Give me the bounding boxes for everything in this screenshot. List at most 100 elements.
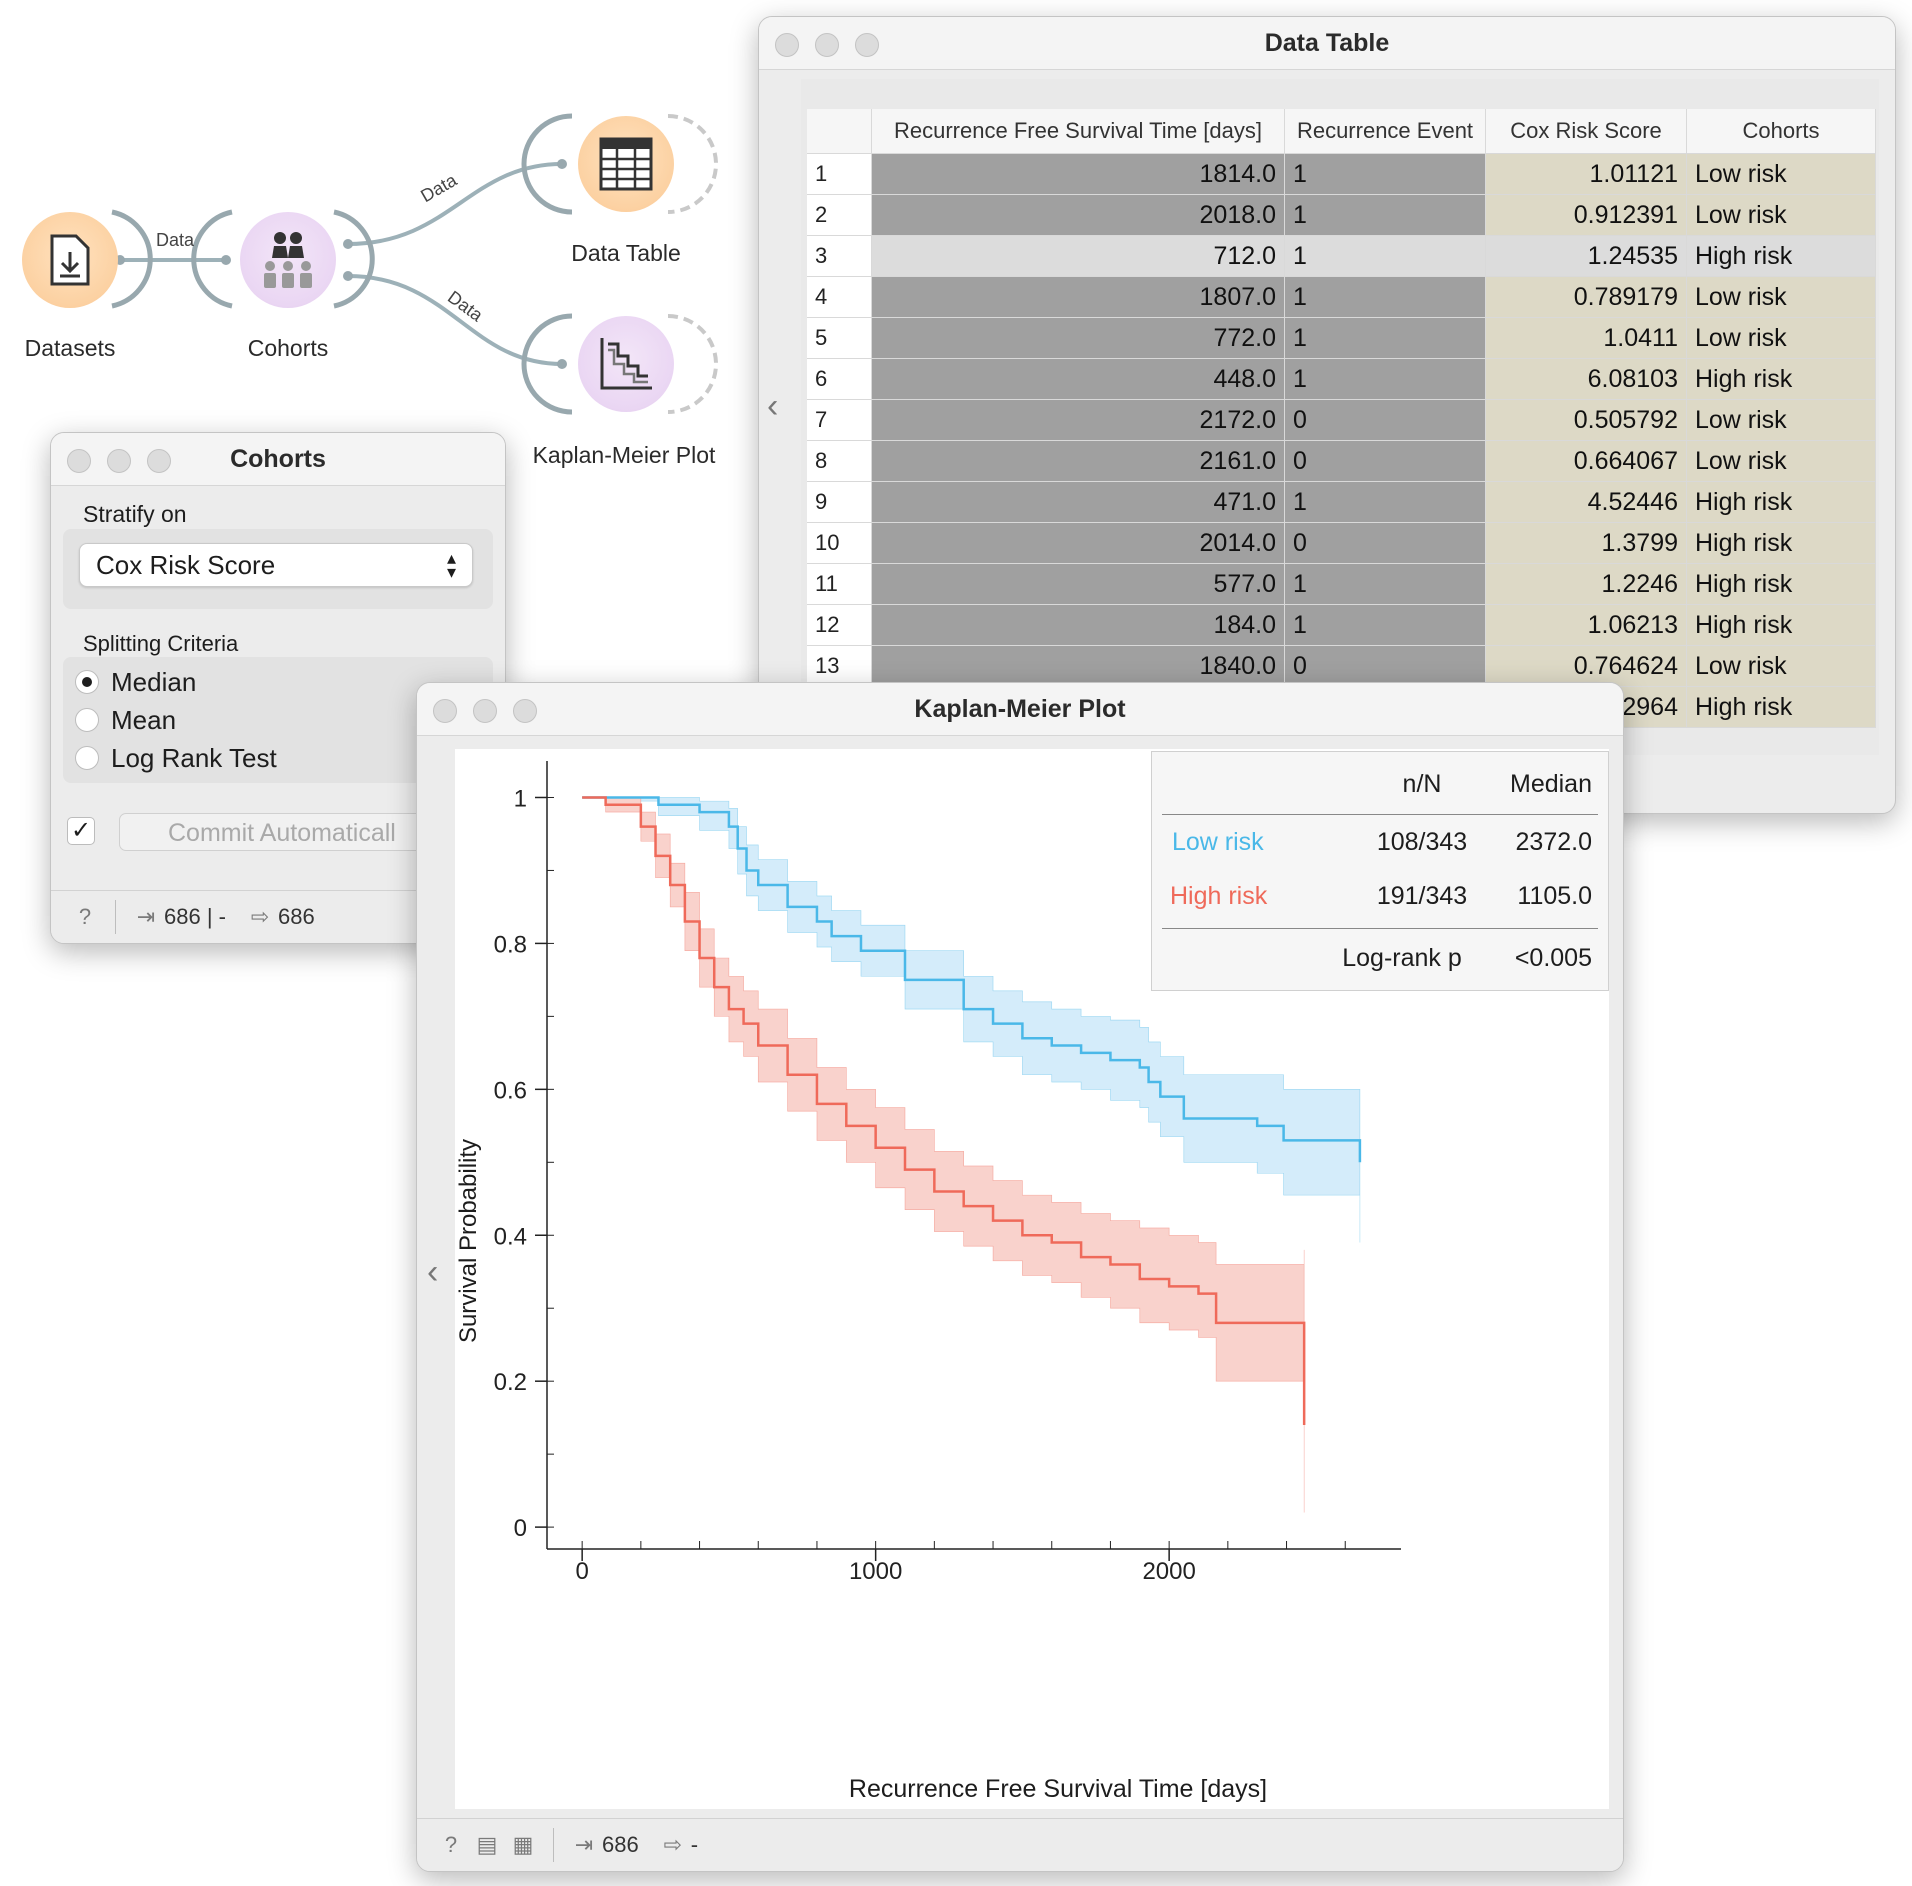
table-cell[interactable]: 0.505792	[1485, 399, 1687, 441]
table-cell[interactable]: High risk	[1686, 358, 1876, 400]
table-cell[interactable]: Low risk	[1686, 276, 1876, 318]
cohorts-node[interactable]	[240, 212, 336, 308]
column-header[interactable]: Cox Risk Score	[1485, 109, 1687, 154]
table-row[interactable]: 3 712.0 1 1.24535 High risk	[807, 235, 1876, 277]
km-plot-node[interactable]	[578, 316, 674, 412]
table-cell[interactable]: 4.52446	[1485, 481, 1687, 523]
table-cell[interactable]: 1807.0	[871, 276, 1285, 318]
table-cell[interactable]: Low risk	[1686, 645, 1876, 687]
table-row[interactable]: 10 2014.0 0 1.3799 High risk	[807, 522, 1876, 564]
table-row[interactable]: 7 2172.0 0 0.505792 Low risk	[807, 399, 1876, 441]
table-cell[interactable]: 0	[1284, 645, 1486, 687]
row-number[interactable]: 8	[807, 440, 872, 482]
radio-mean[interactable]: Mean	[75, 701, 277, 739]
table-cell[interactable]: 1	[1284, 604, 1486, 646]
row-number[interactable]: 2	[807, 194, 872, 236]
collapse-panel-button[interactable]: ‹	[427, 1253, 439, 1291]
table-row[interactable]: 5 772.0 1 1.0411 Low risk	[807, 317, 1876, 359]
table-row[interactable]: 2 2018.0 1 0.912391 Low risk	[807, 194, 1876, 236]
table-cell[interactable]: 577.0	[871, 563, 1285, 605]
save-icon[interactable]: ▤	[476, 1832, 498, 1857]
table-cell[interactable]: 1	[1284, 358, 1486, 400]
column-header[interactable]: Cohorts	[1686, 109, 1876, 154]
table-cell[interactable]: Low risk	[1686, 440, 1876, 482]
close-button[interactable]	[433, 699, 457, 723]
help-icon[interactable]: ?	[78, 904, 92, 929]
input-summary[interactable]: 686 | -	[164, 904, 226, 929]
table-cell[interactable]: 1.01121	[1485, 153, 1687, 195]
table-cell[interactable]: 1840.0	[871, 645, 1285, 687]
stratify-select[interactable]: Cox Risk Score ▴ ▾	[79, 543, 473, 587]
table-cell[interactable]: 0.764624	[1485, 645, 1687, 687]
table-cell[interactable]: 1.3799	[1485, 522, 1687, 564]
table-cell[interactable]: 1.0411	[1485, 317, 1687, 359]
table-cell[interactable]: 471.0	[871, 481, 1285, 523]
commit-checkbox[interactable]: ✓	[67, 817, 95, 845]
radio-button[interactable]	[75, 708, 99, 732]
table-cell[interactable]: High risk	[1686, 563, 1876, 605]
row-number[interactable]: 9	[807, 481, 872, 523]
table-cell[interactable]: 0	[1284, 399, 1486, 441]
row-number[interactable]: 4	[807, 276, 872, 318]
input-summary[interactable]: 686	[602, 1832, 639, 1857]
row-number[interactable]: 13	[807, 645, 872, 687]
table-cell[interactable]: High risk	[1686, 686, 1876, 728]
table-cell[interactable]: 0.664067	[1485, 440, 1687, 482]
table-cell[interactable]: 0.912391	[1485, 194, 1687, 236]
table-cell[interactable]: 1.24535	[1485, 235, 1687, 277]
table-cell[interactable]: 1	[1284, 317, 1486, 359]
minimize-button[interactable]	[473, 699, 497, 723]
table-cell[interactable]: Low risk	[1686, 399, 1876, 441]
table-cell[interactable]: Low risk	[1686, 317, 1876, 359]
row-number[interactable]: 10	[807, 522, 872, 564]
data-table-node[interactable]	[578, 116, 674, 212]
row-number[interactable]: 12	[807, 604, 872, 646]
table-cell[interactable]: 1	[1284, 563, 1486, 605]
column-header[interactable]: Recurrence Free Survival Time [days]	[871, 109, 1285, 154]
table-cell[interactable]: High risk	[1686, 522, 1876, 564]
table-cell[interactable]: 1.06213	[1485, 604, 1687, 646]
table-row[interactable]: 9 471.0 1 4.52446 High risk	[807, 481, 1876, 523]
table-cell[interactable]: 2172.0	[871, 399, 1285, 441]
table-row[interactable]: 1 1814.0 1 1.01121 Low risk	[807, 153, 1876, 195]
table-cell[interactable]: 1	[1284, 481, 1486, 523]
report-icon[interactable]: ▦	[512, 1832, 534, 1857]
close-button[interactable]	[775, 33, 799, 57]
zoom-button[interactable]	[855, 33, 879, 57]
table-cell[interactable]: 0	[1284, 440, 1486, 482]
table-row[interactable]: 6 448.0 1 6.08103 High risk	[807, 358, 1876, 400]
plot-area[interactable]: 0 1000 2000 0 0.2 0.4 0.6 0.8 1 Survival Probabi…	[455, 749, 1609, 1809]
table-cell[interactable]: 2018.0	[871, 194, 1285, 236]
table-row[interactable]: 4 1807.0 1 0.789179 Low risk	[807, 276, 1876, 318]
table-cell[interactable]: High risk	[1686, 481, 1876, 523]
table-cell[interactable]: 1	[1284, 235, 1486, 277]
table-cell[interactable]: 184.0	[871, 604, 1285, 646]
minimize-button[interactable]	[107, 449, 131, 473]
help-icon[interactable]: ?	[444, 1832, 458, 1857]
table-cell[interactable]: 0	[1284, 522, 1486, 564]
table-row[interactable]: 12 184.0 1 1.06213 High risk	[807, 604, 1876, 646]
table-cell[interactable]: 0.789179	[1485, 276, 1687, 318]
minimize-button[interactable]	[815, 33, 839, 57]
table-cell[interactable]: High risk	[1686, 235, 1876, 277]
table-cell[interactable]: 1	[1284, 276, 1486, 318]
table-cell[interactable]: 1814.0	[871, 153, 1285, 195]
column-header[interactable]: Recurrence Event	[1284, 109, 1486, 154]
km-chart[interactable]: 0 1000 2000 0 0.2 0.4 0.6 0.8 1	[455, 749, 1609, 1809]
table-cell[interactable]: 6.08103	[1485, 358, 1687, 400]
row-number[interactable]: 5	[807, 317, 872, 359]
output-summary[interactable]: -	[690, 1832, 699, 1857]
table-cell[interactable]: 2161.0	[871, 440, 1285, 482]
data-grid[interactable]: Recurrence Free Survival Time [days] Rec…	[807, 109, 1876, 728]
table-cell[interactable]: 2014.0	[871, 522, 1285, 564]
row-number[interactable]: 11	[807, 563, 872, 605]
radio-button[interactable]	[75, 746, 99, 770]
row-number[interactable]: 3	[807, 235, 872, 277]
row-number[interactable]: 1	[807, 153, 872, 195]
table-row[interactable]: 11 577.0 1 1.2246 High risk	[807, 563, 1876, 605]
table-row[interactable]: 13 1840.0 0 0.764624 Low risk	[807, 645, 1876, 687]
radio-button[interactable]	[75, 670, 99, 694]
table-cell[interactable]: 1.2246	[1485, 563, 1687, 605]
collapse-panel-button[interactable]: ‹	[767, 387, 779, 425]
datasets-node[interactable]	[22, 212, 118, 308]
